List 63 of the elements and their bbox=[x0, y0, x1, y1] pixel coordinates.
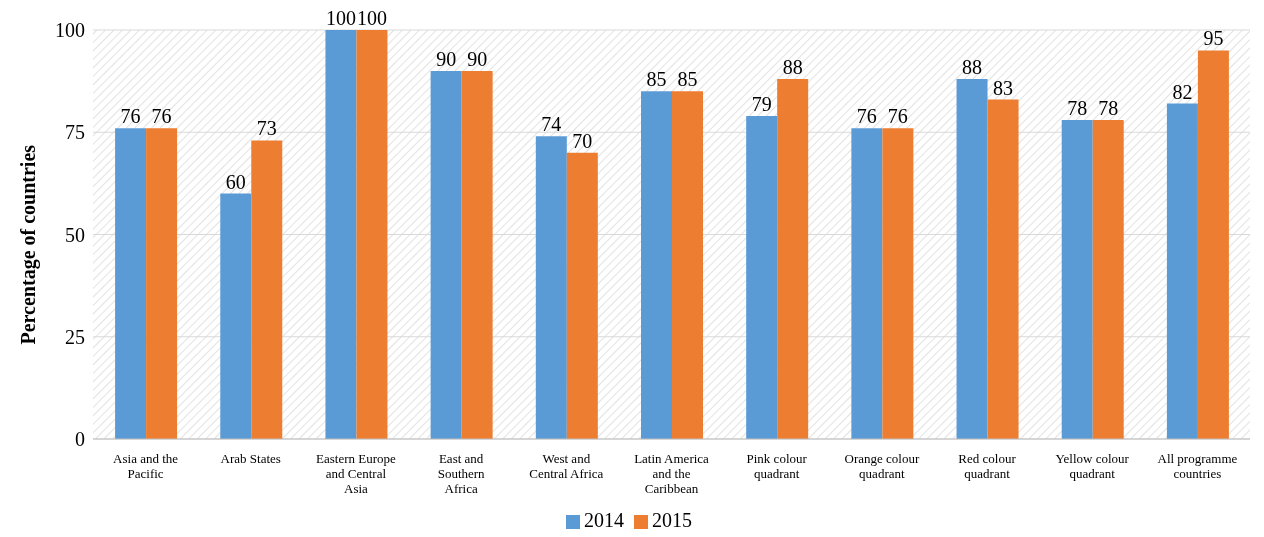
data-label: 90 bbox=[436, 47, 457, 70]
bar bbox=[1092, 119, 1124, 439]
legend-label: 2015 bbox=[652, 509, 692, 531]
bar bbox=[746, 115, 778, 439]
data-label: 100 bbox=[356, 7, 387, 29]
x-tick-label: West and Central Africa bbox=[529, 451, 604, 481]
bar bbox=[672, 91, 703, 439]
bar bbox=[566, 152, 598, 439]
bar bbox=[641, 91, 672, 439]
data-label: 88 bbox=[962, 56, 983, 79]
x-tick-label: East and Southern Africa bbox=[437, 451, 486, 496]
x-tick-label: All programme countries bbox=[1157, 451, 1238, 481]
bar bbox=[325, 30, 357, 439]
y-tick-label: 25 bbox=[65, 325, 85, 348]
y-tick-label: 50 bbox=[65, 223, 85, 246]
data-label: 88 bbox=[782, 56, 803, 79]
bar bbox=[1166, 103, 1198, 439]
bar bbox=[115, 128, 147, 439]
data-label: 74 bbox=[541, 113, 562, 136]
bar bbox=[956, 79, 988, 439]
data-label: 76 bbox=[151, 105, 172, 128]
data-label: 76 bbox=[887, 105, 908, 128]
data-label: 76 bbox=[120, 105, 141, 128]
x-tick-label: Red colour quadrant bbox=[958, 451, 1017, 481]
bar bbox=[430, 70, 462, 439]
bar bbox=[987, 99, 1019, 439]
data-label: 73 bbox=[256, 117, 277, 140]
data-label: 78 bbox=[1098, 96, 1119, 119]
data-label: 95 bbox=[1203, 27, 1224, 50]
bar bbox=[1197, 50, 1229, 439]
bar bbox=[461, 70, 493, 439]
data-label: 70 bbox=[572, 129, 593, 152]
data-label: 82 bbox=[1172, 80, 1193, 103]
bar bbox=[251, 140, 283, 439]
data-label: 78 bbox=[1067, 96, 1088, 119]
y-tick-label: 0 bbox=[75, 428, 85, 451]
data-label: 90 bbox=[467, 47, 488, 70]
bar bbox=[356, 30, 388, 439]
data-label: 100 bbox=[325, 7, 356, 29]
y-tick-label: 75 bbox=[65, 121, 85, 144]
x-tick-label: Pink colour quadrant bbox=[746, 451, 808, 481]
data-label: 79 bbox=[751, 92, 772, 115]
y-axis-title: Percentage of countries bbox=[17, 144, 41, 345]
data-label: 83 bbox=[993, 76, 1014, 99]
data-label: 60 bbox=[225, 170, 246, 193]
bar bbox=[1061, 119, 1093, 439]
x-tick-label: Arab States bbox=[220, 451, 281, 466]
x-tick-label: Eastern Europe and Central Asia bbox=[316, 451, 397, 496]
data-label: 76 bbox=[856, 105, 877, 128]
bar bbox=[146, 128, 178, 439]
y-tick-label: 100 bbox=[55, 19, 85, 42]
x-tick-label: Latin America and the Caribbean bbox=[634, 451, 710, 496]
data-label: 85 bbox=[646, 68, 667, 91]
bar bbox=[882, 128, 914, 439]
bar bbox=[777, 79, 809, 439]
x-tick-label: Asia and the Pacific bbox=[113, 451, 179, 481]
x-tick-label: Orange colour quadrant bbox=[844, 451, 920, 481]
legend-label: 2014 bbox=[584, 509, 624, 531]
x-tick-label: Yellow colour quadrant bbox=[1055, 451, 1130, 481]
bar bbox=[535, 136, 567, 439]
data-label: 85 bbox=[677, 68, 698, 91]
bar bbox=[220, 193, 252, 439]
bar bbox=[851, 128, 883, 439]
